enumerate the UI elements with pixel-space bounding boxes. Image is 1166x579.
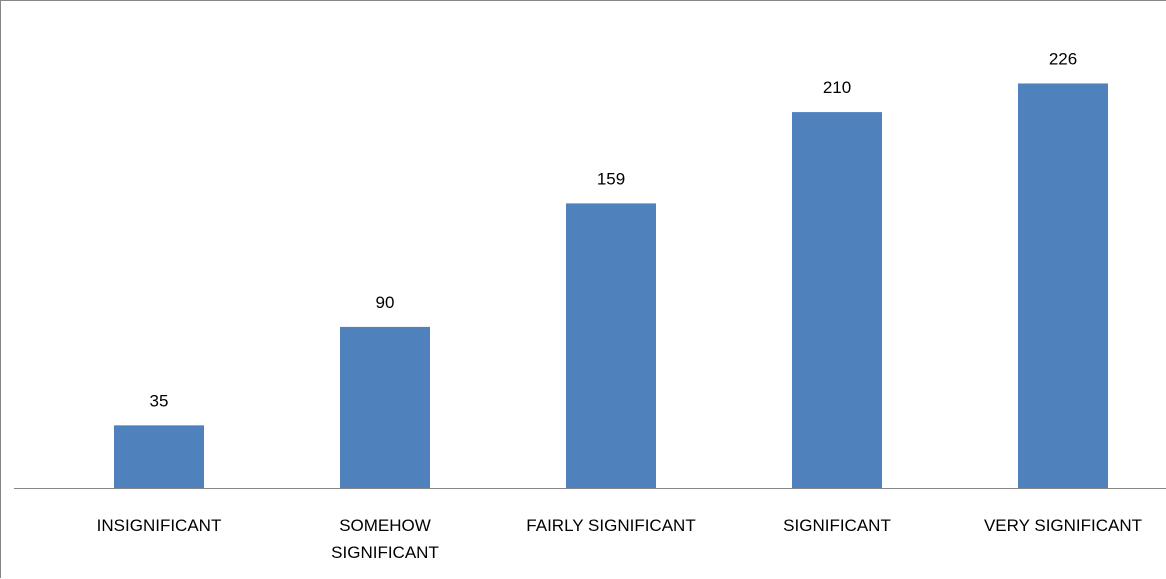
data-label-1: 90: [376, 293, 395, 312]
category-label-line: FAIRLY SIGNIFICANT: [526, 516, 695, 535]
category-label-0: INSIGNIFICANT: [97, 516, 222, 535]
category-label-line: VERY SIGNIFICANT: [984, 516, 1142, 535]
bar-4: [1018, 83, 1108, 489]
data-label-3: 210: [823, 78, 851, 97]
category-label-line: SIGNIFICANT: [783, 516, 891, 535]
category-labels-layer: INSIGNIFICANT SOMEHOW SIGNIFICANT FAIRLY SI…: [97, 516, 1142, 562]
category-label-3: SIGNIFICANT: [783, 516, 891, 535]
category-label-line: SOMEHOW: [339, 516, 431, 535]
category-label-4: VERY SIGNIFICANT: [984, 516, 1142, 535]
category-label-1: SOMEHOW SIGNIFICANT: [331, 516, 439, 562]
category-label-line: INSIGNIFICANT: [97, 516, 222, 535]
data-label-4: 226: [1049, 49, 1077, 68]
bar-2: [566, 203, 656, 488]
bar-3: [792, 112, 882, 488]
bar-1: [340, 326, 430, 488]
bar-0: [114, 425, 204, 488]
bars-layer: [114, 83, 1108, 489]
data-label-0: 35: [150, 391, 169, 410]
data-label-2: 159: [597, 169, 625, 188]
category-label-2: FAIRLY SIGNIFICANT: [526, 516, 695, 535]
category-label-line: SIGNIFICANT: [331, 543, 439, 562]
data-labels-layer: 35 90 159 210 226: [150, 49, 1078, 410]
